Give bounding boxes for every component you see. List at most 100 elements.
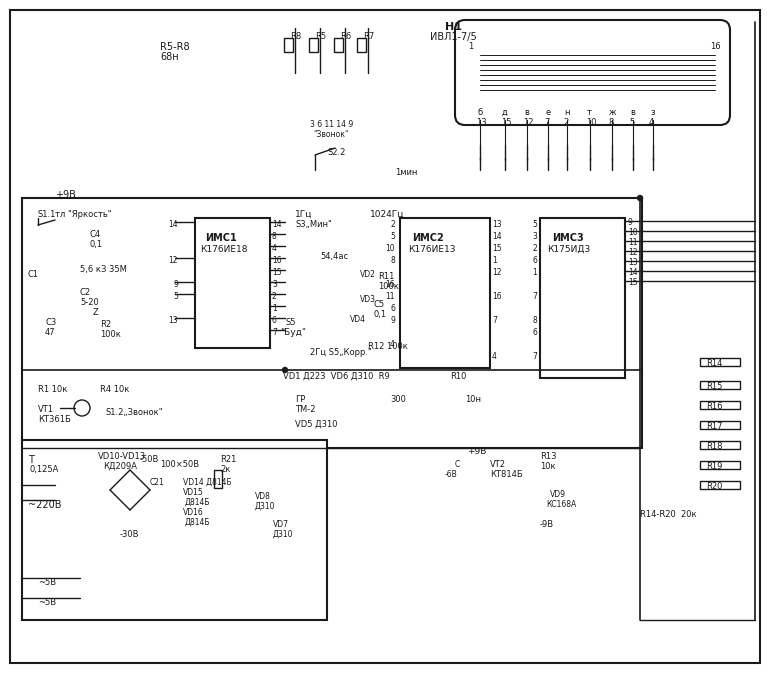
Text: 0,1: 0,1	[373, 310, 386, 319]
Text: КТ814Б: КТ814Б	[490, 470, 523, 479]
Text: 10: 10	[385, 244, 395, 253]
Text: R19: R19	[706, 462, 722, 471]
Text: 15: 15	[501, 118, 511, 127]
Text: ИМС2: ИМС2	[412, 233, 444, 243]
Text: 1мин: 1мин	[395, 168, 417, 177]
Text: C5: C5	[373, 300, 384, 309]
Text: 10к: 10к	[540, 462, 556, 471]
Text: 2: 2	[563, 118, 568, 127]
Bar	[700, 401, 740, 409]
Text: R16: R16	[706, 402, 722, 411]
Text: 5: 5	[173, 292, 178, 301]
Text: 13: 13	[492, 220, 501, 229]
Text: VD15: VD15	[183, 488, 204, 497]
Text: "Звонок": "Звонок"	[313, 130, 349, 139]
Text: 12: 12	[628, 248, 638, 257]
Text: 54,4ас: 54,4ас	[320, 252, 348, 261]
Text: R5-R8: R5-R8	[160, 42, 189, 52]
Bar	[357, 38, 366, 52]
Text: 2: 2	[390, 220, 395, 229]
Text: S5: S5	[285, 318, 296, 327]
Bar	[400, 218, 490, 368]
Text: R18: R18	[706, 442, 722, 451]
Bar	[334, 38, 343, 52]
Text: К176ИЕ13: К176ИЕ13	[408, 245, 456, 254]
Text: S1.2„Звонок": S1.2„Звонок"	[105, 408, 162, 417]
Text: R7: R7	[363, 32, 374, 41]
Text: 10: 10	[628, 228, 638, 237]
Text: 2к: 2к	[220, 465, 230, 474]
Text: 2: 2	[272, 292, 276, 301]
Bar	[700, 461, 740, 469]
Text: R20: R20	[706, 482, 722, 491]
Text: VD5 Д310: VD5 Д310	[295, 420, 337, 429]
Text: C2: C2	[80, 288, 91, 297]
Text: 12: 12	[492, 268, 501, 277]
Text: 5: 5	[532, 220, 537, 229]
Text: К176ИЕ18: К176ИЕ18	[200, 245, 247, 254]
Text: 3: 3	[272, 280, 277, 289]
Text: 13: 13	[476, 118, 487, 127]
Text: 7: 7	[544, 118, 549, 127]
Text: R10: R10	[450, 372, 467, 381]
Text: C4: C4	[90, 230, 101, 239]
Text: VD10-VD13: VD10-VD13	[98, 452, 146, 461]
Text: R21: R21	[220, 455, 236, 464]
Text: К175ИД3: К175ИД3	[547, 245, 591, 254]
Text: 0,125А: 0,125А	[30, 465, 59, 474]
Text: R14-R20  20к: R14-R20 20к	[640, 510, 697, 519]
Text: 7: 7	[272, 328, 277, 337]
Text: VD16: VD16	[183, 508, 204, 517]
Text: 10: 10	[586, 118, 597, 127]
Text: 100к: 100к	[100, 330, 121, 339]
Text: ~220В: ~220В	[28, 500, 62, 510]
Text: -9В: -9В	[540, 520, 554, 529]
Text: 13: 13	[169, 316, 178, 325]
Text: 47: 47	[45, 328, 55, 337]
Text: тл "Яркость": тл "Яркость"	[55, 210, 112, 219]
Text: КТ361Б: КТ361Б	[38, 415, 71, 424]
Text: 5-20: 5-20	[80, 298, 99, 307]
Text: 12: 12	[169, 256, 178, 265]
Circle shape	[283, 367, 287, 372]
Text: VD1 Д223  VD6 Д310  R9: VD1 Д223 VD6 Д310 R9	[283, 372, 390, 381]
Text: н: н	[564, 108, 570, 117]
Text: VD2: VD2	[360, 270, 376, 279]
Text: VT1: VT1	[38, 405, 54, 414]
Bar	[284, 38, 293, 52]
Text: C3: C3	[45, 318, 56, 327]
Text: S1.1: S1.1	[38, 210, 56, 219]
Text: 8: 8	[608, 118, 614, 127]
Text: 2Гц S5„Корр.": 2Гц S5„Корр."	[310, 348, 372, 357]
Text: 16: 16	[710, 42, 721, 51]
Text: 16: 16	[492, 292, 501, 301]
Text: 16: 16	[385, 280, 395, 289]
Bar	[700, 358, 740, 366]
Text: ТМ-2: ТМ-2	[295, 405, 316, 414]
Text: -6В: -6В	[445, 470, 457, 479]
Text: Д814Б: Д814Б	[185, 498, 210, 507]
Text: 2: 2	[532, 244, 537, 253]
Bar	[22, 198, 642, 448]
Text: 6: 6	[532, 328, 537, 337]
Text: 14: 14	[492, 232, 501, 241]
Text: 8: 8	[532, 316, 537, 325]
Bar	[700, 381, 740, 389]
Text: 3 6 11 14 9: 3 6 11 14 9	[310, 120, 353, 129]
Text: 14: 14	[169, 220, 178, 229]
Text: 1: 1	[532, 268, 537, 277]
Text: R11: R11	[378, 272, 394, 281]
Text: 15: 15	[628, 278, 638, 287]
Bar	[700, 441, 740, 449]
Text: R6: R6	[340, 32, 351, 41]
Text: в: в	[524, 108, 529, 117]
Text: 68н: 68н	[160, 52, 179, 62]
Text: Z: Z	[93, 308, 99, 317]
Text: д: д	[502, 108, 507, 117]
Text: R2: R2	[100, 320, 111, 329]
Text: ИМС3: ИМС3	[552, 233, 584, 243]
Text: 9: 9	[173, 280, 178, 289]
Text: R5: R5	[315, 32, 326, 41]
Text: 4: 4	[492, 352, 497, 361]
Text: 0,1: 0,1	[90, 240, 103, 249]
